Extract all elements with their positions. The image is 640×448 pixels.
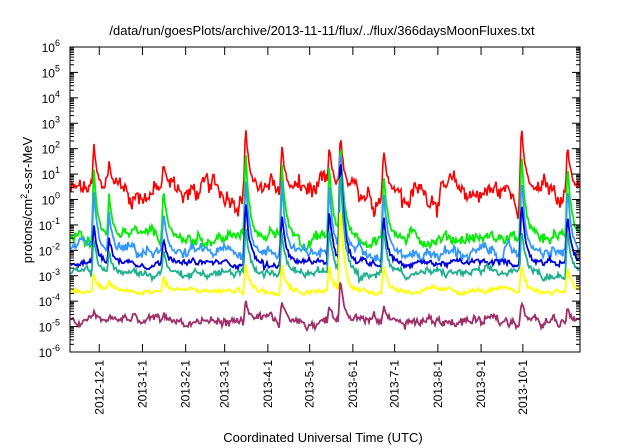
y-tick-label: 102: [42, 140, 60, 157]
y-tick-label-exponent: -1: [52, 216, 60, 226]
y-tick-label-exponent: -6: [52, 343, 60, 353]
y-tick-label: 10-2: [39, 241, 60, 258]
x-tick-label: 2013-6-1: [346, 360, 360, 408]
y-tick-label: 105: [42, 63, 60, 80]
x-axis-label: Coordinated Universal Time (UTC): [223, 430, 422, 445]
x-tick-label: 2013-1-1: [135, 360, 149, 408]
y-tick-label-exponent: 4: [55, 89, 60, 99]
series-group: [70, 130, 580, 333]
y-tick-label-base: 10: [39, 321, 53, 335]
series-line-6: [70, 212, 580, 297]
y-tick-label-exponent: 2: [55, 140, 60, 150]
x-tick-label: 2013-7-1: [388, 360, 402, 408]
y-tick-label-base: 10: [42, 117, 56, 131]
y-tick-label-base: 10: [42, 66, 56, 80]
plot-frame: [70, 47, 580, 352]
y-tick-label-base: 10: [39, 295, 53, 309]
y-tick-label-base: 10: [39, 244, 53, 258]
y-tick-label-base: 10: [39, 219, 53, 233]
series-line-2: [70, 150, 580, 254]
chart-title: /data/run/goesPlots/archive/2013-11-11/f…: [109, 23, 535, 38]
y-axis-label-superscript: 2: [19, 194, 29, 199]
y-tick-label-exponent: 5: [55, 63, 60, 73]
x-tick-label: 2013-2-1: [179, 360, 193, 408]
y-tick-label: 10-4: [39, 292, 60, 309]
y-tick-label: 101: [42, 165, 60, 182]
x-tick-label: 2013-5-1: [303, 360, 317, 408]
y-tick-label-base: 10: [42, 41, 56, 55]
plot-area: 10610510410310210110010-110-210-310-410-…: [39, 38, 581, 415]
y-tick-label-base: 10: [39, 346, 53, 360]
y-tick-label: 104: [42, 89, 60, 106]
series-line-1: [70, 130, 580, 220]
x-tick-label: 2012-12-1: [92, 360, 106, 415]
y-tick-label-base: 10: [42, 143, 56, 157]
y-tick-label: 10-3: [39, 267, 60, 284]
y-tick-label: 10-6: [39, 343, 60, 360]
y-tick-label-base: 10: [39, 270, 53, 284]
y-tick-label-base: 10: [42, 92, 56, 106]
y-tick-label: 10-1: [39, 216, 60, 233]
series-line-3: [70, 153, 580, 266]
y-tick-label-base: 10: [42, 168, 56, 182]
x-tick-label: 2013-10-1: [516, 360, 530, 415]
y-tick-label-exponent: 1: [55, 165, 60, 175]
y-tick-label-exponent: -2: [52, 241, 60, 251]
series-line-4: [70, 164, 580, 272]
y-tick-label: 106: [42, 38, 60, 55]
x-tick-label: 2013-3-1: [218, 360, 232, 408]
y-tick-label-exponent: 6: [55, 38, 60, 48]
y-tick-label: 10-5: [39, 318, 60, 335]
y-axis-label-prefix: protons/cm: [20, 199, 35, 263]
y-tick-label-base: 10: [42, 194, 56, 208]
y-tick-label-exponent: 0: [55, 191, 60, 201]
series-line-5: [70, 174, 580, 285]
y-axis-label-suffix: -s-sr-MeV: [20, 136, 35, 193]
y-tick-label: 103: [42, 114, 60, 131]
y-tick-label-exponent: 3: [55, 114, 60, 124]
y-tick-label-exponent: -4: [52, 292, 60, 302]
y-tick-label-exponent: -5: [52, 318, 60, 328]
x-tick-label: 2013-9-1: [474, 360, 488, 408]
y-axis: 10610510410310210110010-110-210-310-410-…: [39, 38, 580, 360]
series-line-7: [70, 282, 580, 333]
y-axis-label: protons/cm2-s-sr-MeV: [19, 136, 35, 263]
y-tick-label-exponent: -3: [52, 267, 60, 277]
x-tick-label: 2013-4-1: [261, 360, 275, 408]
x-tick-label: 2013-8-1: [431, 360, 445, 408]
x-axis: 2012-12-1 2013-1-1 2013-2-1 2013-3-1 2013-4-…: [92, 47, 530, 415]
y-tick-label: 100: [42, 191, 60, 208]
